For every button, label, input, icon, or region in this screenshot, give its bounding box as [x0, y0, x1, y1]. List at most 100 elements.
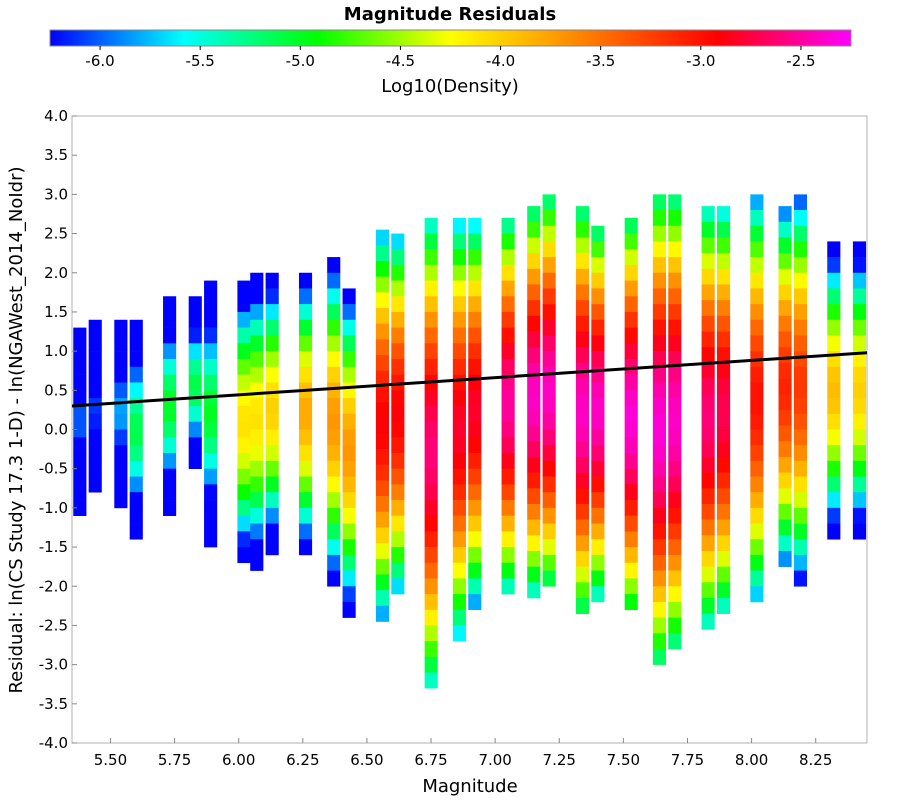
heatmap-cell [778, 409, 792, 426]
heatmap-cell [575, 253, 590, 270]
heatmap-cell [827, 335, 841, 352]
heatmap-cell [778, 300, 792, 317]
heatmap-cell [591, 570, 605, 587]
heatmap-cell [778, 206, 792, 223]
heatmap-cell [701, 566, 715, 583]
heatmap-cell [527, 331, 541, 348]
heatmap-cell [327, 366, 341, 383]
heatmap-cell [750, 194, 764, 211]
heatmap-cell [716, 535, 731, 552]
heatmap-cell [88, 351, 102, 368]
heatmap-cell [624, 531, 638, 548]
heatmap-cell [188, 327, 202, 344]
heatmap-cell [424, 562, 438, 579]
heatmap-cell [852, 445, 867, 462]
heatmap-cell [652, 445, 666, 462]
heatmap-cell [668, 288, 682, 305]
heatmap-cell [750, 586, 764, 603]
heatmap-cell [452, 296, 466, 313]
heatmap-cell [591, 319, 605, 336]
heatmap-cell [542, 460, 556, 477]
heatmap-cell [575, 331, 590, 348]
heatmap-cell [468, 249, 482, 266]
heatmap-cell [342, 460, 356, 477]
heatmap-cell [114, 366, 128, 383]
heatmap-cell [716, 409, 731, 426]
heatmap-cell [265, 335, 279, 352]
heatmap-cell [375, 245, 390, 262]
heatmap-cell [716, 425, 731, 442]
heatmap-cell [265, 319, 279, 336]
heatmap-cell [237, 437, 251, 454]
heatmap-cell [298, 476, 313, 493]
x-tick-label: 8.00 [735, 751, 768, 769]
heatmap-cell [88, 319, 102, 336]
heatmap-cell [668, 225, 682, 242]
heatmap-cell [778, 362, 792, 379]
heatmap-cell [827, 476, 841, 493]
heatmap-cell [701, 284, 715, 301]
heatmap-cell [542, 210, 556, 227]
heatmap-cell [852, 398, 867, 415]
colorbar-tick-label: -5.0 [286, 52, 315, 70]
heatmap-cell [327, 476, 341, 493]
heatmap-cell [542, 507, 556, 524]
heatmap-cell [391, 562, 405, 579]
y-tick-label: -3.0 [39, 656, 68, 674]
heatmap-cell [424, 641, 438, 658]
heatmap-cell [375, 292, 390, 309]
heatmap-cell [852, 319, 867, 336]
heatmap-cell [750, 554, 764, 571]
heatmap-cell [250, 413, 264, 430]
heatmap-cell [163, 468, 177, 485]
heatmap-cell [375, 527, 390, 544]
heatmap-cell [501, 343, 515, 360]
heatmap-cell [542, 257, 556, 274]
heatmap-cell [778, 519, 792, 536]
heatmap-cell [575, 268, 590, 285]
y-tick-label: -1.5 [39, 538, 68, 556]
heatmap-cell [501, 453, 515, 469]
heatmap-cell [327, 539, 341, 556]
heatmap-cell [452, 468, 466, 485]
heatmap-cell [342, 601, 356, 618]
heatmap-cell [652, 539, 666, 556]
heatmap-cell [424, 437, 438, 454]
heatmap-cell [375, 543, 390, 560]
heatmap-cell [750, 539, 764, 556]
heatmap-cell [375, 511, 390, 528]
heatmap-cell [237, 500, 251, 517]
heatmap-cell [391, 249, 405, 266]
heatmap-cell [542, 272, 556, 289]
heatmap-cell [750, 210, 764, 227]
heatmap-cell [624, 437, 638, 454]
heatmap-cell [668, 304, 682, 321]
heatmap-cell [424, 233, 438, 250]
heatmap-cell [542, 476, 556, 493]
heatmap-cell [668, 445, 682, 462]
heatmap-cell [750, 476, 764, 493]
heatmap-cell [452, 531, 466, 548]
heatmap-cell [73, 484, 87, 501]
heatmap-cell [624, 453, 638, 469]
heatmap-cell [527, 550, 541, 567]
heatmap-cell [793, 460, 808, 477]
heatmap-cell [716, 315, 731, 332]
heatmap-cell [701, 409, 715, 426]
heatmap-cell [204, 390, 218, 407]
heatmap-cell [527, 300, 541, 317]
heatmap-cell [701, 519, 715, 536]
heatmap-cell [827, 429, 841, 446]
heatmap-cell [468, 421, 482, 438]
heatmap-cell [778, 347, 792, 364]
heatmap-cell [575, 519, 590, 536]
heatmap-cell [701, 472, 715, 489]
heatmap-cell [716, 253, 731, 270]
heatmap-cell [575, 300, 590, 317]
heatmap-cell [188, 343, 202, 360]
heatmap-cell [716, 206, 731, 223]
heatmap-cell [237, 296, 251, 313]
colorbar-tick-label: -4.5 [386, 52, 415, 70]
heatmap-cell [793, 335, 808, 352]
heatmap-cell [204, 437, 218, 454]
